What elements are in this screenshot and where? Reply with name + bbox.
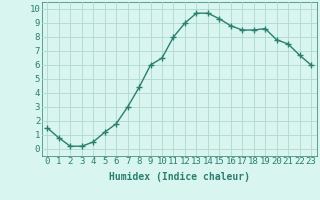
X-axis label: Humidex (Indice chaleur): Humidex (Indice chaleur) [109, 172, 250, 182]
